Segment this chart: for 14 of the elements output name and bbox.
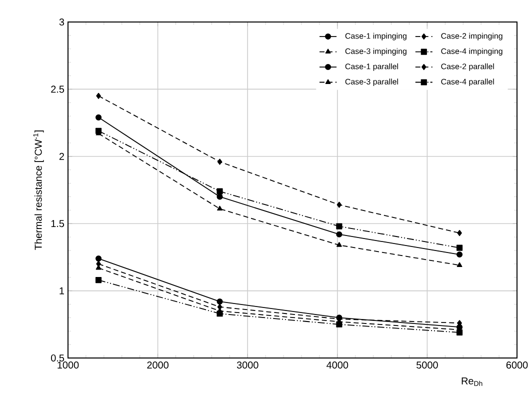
y-tick-label: 0.5 <box>51 354 64 362</box>
y-tick-label: 1 <box>60 287 64 294</box>
x-tick-label: 4000 <box>326 362 348 369</box>
x-tick-label: 1000 <box>58 362 79 369</box>
x-tick-label: 6000 <box>506 362 528 369</box>
x-axis-title: Re$_{Dh}$ <box>462 377 482 386</box>
y-tick-label: 2 <box>59 152 64 160</box>
y-tick-label: 2.5 <box>51 86 64 93</box>
x-tick-label: 3000 <box>236 362 258 369</box>
y-tick-label: 3 <box>59 18 64 26</box>
x-tick-label: 5000 <box>416 362 438 369</box>
x-tick-label: 2000 <box>147 362 168 369</box>
y-tick-label: 1.5 <box>51 220 64 228</box>
y-axis-title: Thermal resistance [°CW$^{-1}$] <box>33 130 44 250</box>
